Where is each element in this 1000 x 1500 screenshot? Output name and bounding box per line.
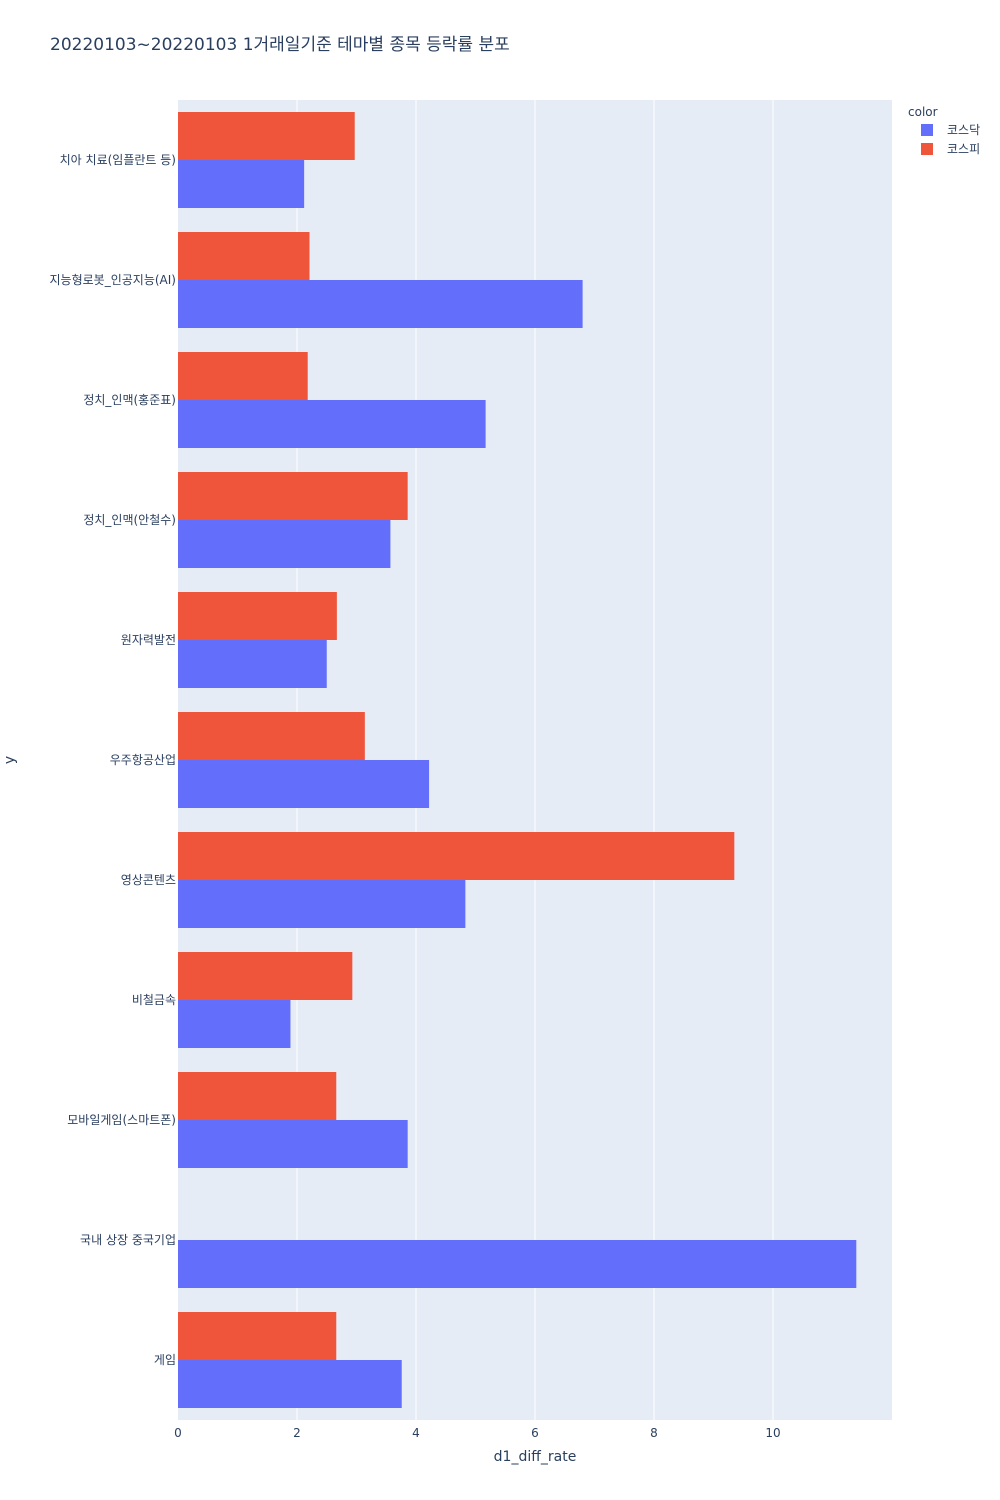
y-tick-label: 정치_인맥(홍준표)	[83, 393, 176, 407]
legend-title: color	[908, 105, 938, 119]
bar-kosdaq[interactable]	[178, 1120, 408, 1168]
bar-kosdaq[interactable]	[178, 280, 583, 328]
bar-kospi[interactable]	[178, 1312, 337, 1360]
legend-label[interactable]: 코스닥	[947, 123, 980, 137]
x-tick-label: 0	[174, 1426, 182, 1440]
bar-kospi[interactable]	[178, 472, 408, 520]
y-tick-label: 영상콘텐츠	[121, 873, 176, 887]
bars	[178, 112, 857, 1408]
bar-kosdaq[interactable]	[178, 760, 430, 808]
bar-kosdaq[interactable]	[178, 520, 391, 568]
y-tick-label: 모바일게임(스마트폰)	[67, 1113, 176, 1127]
bar-kospi[interactable]	[178, 112, 355, 160]
x-axis-ticks: 0 2 4 6 8 10	[174, 1426, 780, 1440]
x-tick-label: 8	[650, 1426, 658, 1440]
bar-kospi[interactable]	[178, 712, 365, 760]
bar-kosdaq[interactable]	[178, 1240, 857, 1288]
bar-kosdaq[interactable]	[178, 880, 466, 928]
legend-swatch[interactable]	[921, 143, 933, 155]
y-axis-ticks: 치아 치료(임플란트 등) 지능형로봇_인공지능(AI) 정치_인맥(홍준표) 정치_…	[50, 153, 176, 1367]
bar-kospi[interactable]	[178, 952, 353, 1000]
y-tick-label: 원자력발전	[121, 633, 176, 647]
bar-kospi[interactable]	[178, 352, 308, 400]
chart-title: 20220103~20220103 1거래일기준 테마별 종목 등락률 분포	[50, 35, 510, 55]
bar-kospi[interactable]	[178, 832, 735, 880]
legend-swatch[interactable]	[921, 124, 933, 136]
bar-kospi[interactable]	[178, 232, 310, 280]
x-tick-label: 6	[531, 1426, 539, 1440]
bar-kosdaq[interactable]	[178, 400, 486, 448]
bar-kosdaq[interactable]	[178, 1360, 402, 1408]
legend-label[interactable]: 코스피	[947, 142, 980, 156]
bar-kosdaq[interactable]	[178, 1000, 291, 1048]
y-tick-label: 지능형로봇_인공지능(AI)	[50, 273, 176, 287]
bar-kosdaq[interactable]	[178, 640, 327, 688]
bar-kospi[interactable]	[178, 1072, 337, 1120]
y-tick-label: 정치_인맥(안철수)	[83, 513, 176, 527]
y-tick-label: 국내 상장 중국기업	[80, 1233, 176, 1247]
bar-kospi[interactable]	[178, 592, 337, 640]
y-tick-label: 우주항공산업	[110, 753, 176, 767]
y-tick-label: 비철금속	[132, 993, 176, 1007]
y-tick-label: 게임	[154, 1353, 176, 1367]
x-tick-label: 4	[412, 1426, 420, 1440]
y-axis-title: y	[2, 756, 18, 764]
x-tick-label: 10	[765, 1426, 780, 1440]
x-tick-label: 2	[293, 1426, 301, 1440]
y-tick-label: 치아 치료(임플란트 등)	[60, 153, 176, 167]
bar-kosdaq[interactable]	[178, 160, 305, 208]
x-axis-title: d1_diff_rate	[494, 1449, 577, 1465]
